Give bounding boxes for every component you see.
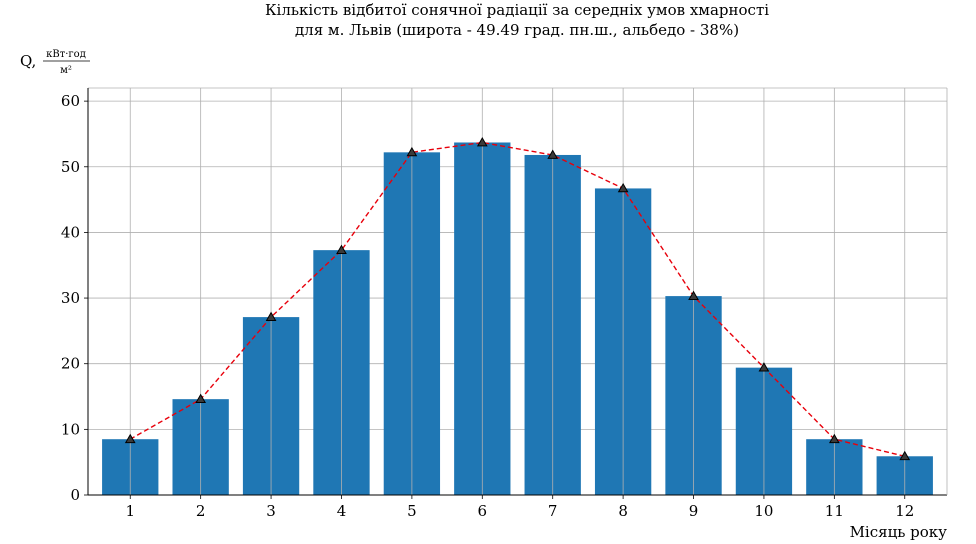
x-tick-label: 1 [125,502,135,520]
data-point-marker [828,433,840,444]
x-tick-label: 8 [618,502,628,520]
y-tick-label: 40 [61,223,80,241]
data-point-marker [899,450,911,461]
markers [124,136,911,461]
data-point-marker [617,182,629,193]
chart-title-line2: для м. Львів (широта - 49.49 град. пн.ш.… [295,21,739,39]
data-point-marker [406,146,418,157]
axes [84,88,948,499]
data-point-marker [336,244,347,255]
x-tick-label: 6 [478,502,488,520]
data-point-marker [547,149,559,159]
y-label-unit-numerator: кВт·год [46,49,86,60]
y-tick-label: 60 [61,92,80,110]
x-tick-label: 10 [754,502,773,520]
data-point-marker [195,393,207,404]
data-point-marker [124,433,136,444]
x-tick-label: 5 [407,502,417,520]
data-point-marker [758,362,770,372]
x-tick-label: 11 [825,502,844,520]
x-tick-label: 9 [689,502,699,520]
y-tick-label: 30 [61,289,80,307]
x-tick-label: 3 [266,502,276,520]
chart-title-line1: Кількість відбитої сонячної радіації за … [265,1,769,19]
x-tick-label: 7 [548,502,558,520]
y-tick-label: 20 [61,355,80,373]
trend-line-path [129,141,905,457]
y-tick-label: 50 [61,158,80,176]
x-tick-label: 4 [337,502,347,520]
data-point-marker [476,136,488,147]
x-tick-label: 12 [895,502,914,520]
y-tick-label: 10 [61,420,80,438]
x-tick-label: 2 [196,502,206,520]
y-label-prefix: Q, [20,52,36,70]
bars [102,142,933,496]
x-axis-label: Місяць року [850,523,948,541]
trend-line [88,87,947,495]
y-tick-label: 0 [70,486,80,504]
y-axis-label: Q, кВт·год м² [20,49,90,76]
data-point-marker [688,290,699,300]
y-label-unit-denominator: м² [60,65,72,76]
data-point-marker [265,311,277,321]
